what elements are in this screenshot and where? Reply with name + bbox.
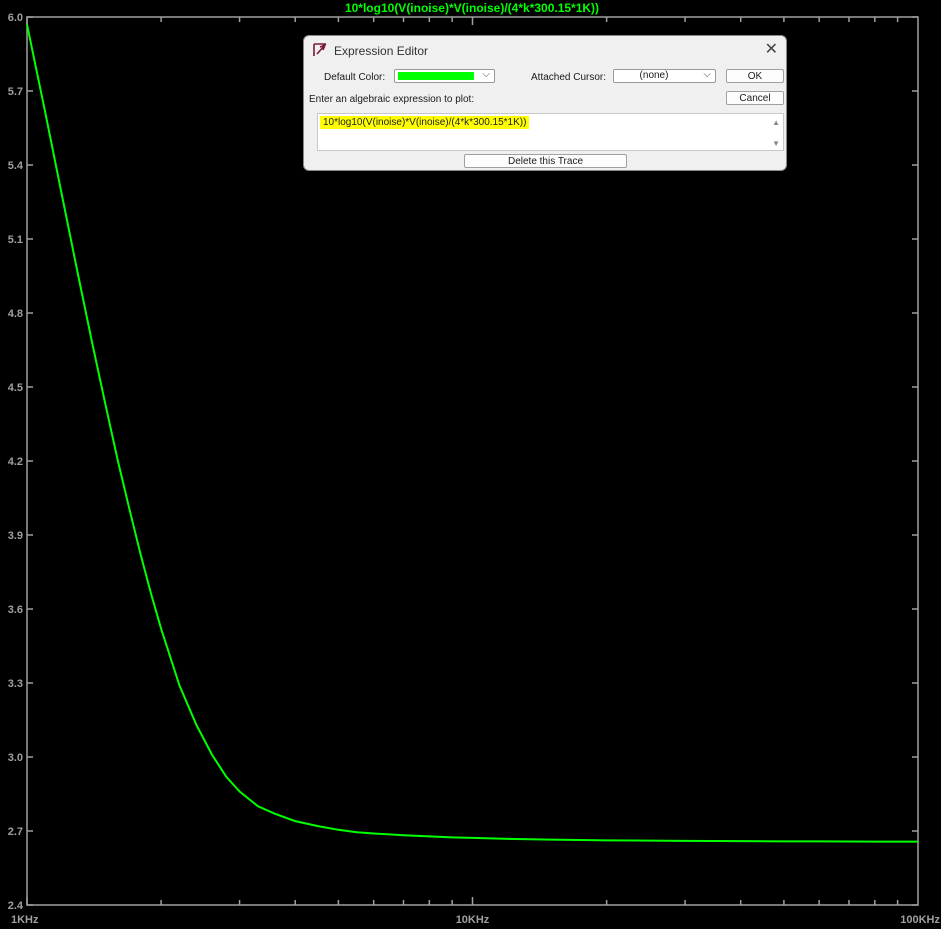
y-tick-label: 3.3 bbox=[8, 678, 23, 690]
ok-button[interactable]: OK bbox=[726, 69, 784, 83]
attached-cursor-value: (none) bbox=[639, 70, 669, 81]
dialog-titlebar[interactable]: Expression Editor ✕ bbox=[304, 36, 786, 64]
y-tick-label: 2.7 bbox=[8, 826, 23, 838]
attached-cursor-select[interactable]: (none) ⌵ bbox=[613, 69, 716, 83]
x-tick-label: 1KHz bbox=[11, 914, 39, 926]
y-tick-label: 4.5 bbox=[8, 382, 23, 394]
chevron-down-icon: ⌵ bbox=[482, 69, 490, 80]
y-tick-label: 6.0 bbox=[8, 12, 23, 24]
y-tick-label: 5.4 bbox=[8, 160, 24, 172]
y-tick-label: 2.4 bbox=[8, 900, 24, 912]
delete-trace-button[interactable]: Delete this Trace bbox=[464, 154, 627, 168]
attached-cursor-label: Attached Cursor: bbox=[531, 72, 607, 83]
cancel-button[interactable]: Cancel bbox=[726, 91, 784, 105]
scroll-down-icon[interactable]: ▼ bbox=[772, 139, 780, 148]
y-tick-label: 5.1 bbox=[8, 234, 23, 246]
y-tick-label: 5.7 bbox=[8, 86, 23, 98]
x-axis: 1KHz 10KHz 100KHz bbox=[11, 17, 940, 926]
scroll-up-icon[interactable]: ▲ bbox=[772, 118, 780, 127]
noise-trace[interactable] bbox=[26, 24, 918, 843]
expression-scrollbar[interactable]: ▲ ▼ bbox=[769, 114, 783, 150]
ltspice-icon bbox=[313, 43, 327, 56]
y-tick-label: 4.8 bbox=[8, 308, 23, 320]
expression-editor-dialog: Expression Editor ✕ Default Color: ⌵ Att… bbox=[303, 35, 787, 171]
default-color-label: Default Color: bbox=[324, 72, 386, 83]
y-axis: 6.0 5.7 5.4 5.1 4.8 4.5 4.2 3.9 3.6 3.3 3.0 2.7 2.4 bbox=[8, 12, 918, 912]
default-color-select[interactable]: ⌵ bbox=[394, 69, 495, 83]
y-tick-label: 3.6 bbox=[8, 604, 23, 616]
chevron-down-icon: ⌵ bbox=[703, 69, 711, 80]
close-icon[interactable]: ✕ bbox=[764, 41, 778, 58]
x-tick-label: 10KHz bbox=[456, 914, 490, 926]
dialog-title: Expression Editor bbox=[334, 44, 429, 58]
y-tick-label: 3.9 bbox=[8, 530, 23, 542]
y-tick-label: 3.0 bbox=[8, 752, 23, 764]
x-tick-label: 100KHz bbox=[900, 914, 940, 926]
expression-prompt: Enter an algebraic expression to plot: bbox=[309, 94, 475, 105]
color-swatch bbox=[398, 72, 474, 80]
y-tick-label: 4.2 bbox=[8, 456, 23, 468]
plot-title: 10*log10(V(inoise)*V(inoise)/(4*k*300.15… bbox=[345, 1, 599, 15]
expression-input[interactable]: 10*log10(V(inoise)*V(inoise)/(4*k*300.15… bbox=[317, 113, 784, 151]
expression-text: 10*log10(V(inoise)*V(inoise)/(4*k*300.15… bbox=[320, 116, 530, 129]
